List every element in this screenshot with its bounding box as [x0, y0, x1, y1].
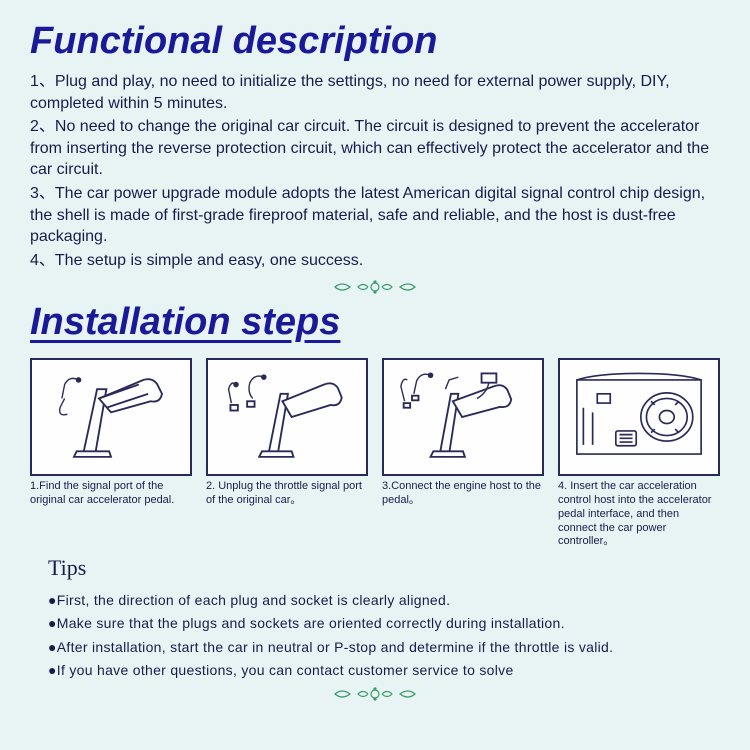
- step-caption: 4. Insert the car acceleration control h…: [558, 480, 720, 549]
- steps-row: 1.Find the signal port of the original c…: [30, 358, 720, 549]
- desc-item: 4、The setup is simple and easy, one succ…: [30, 250, 720, 272]
- desc-item: 2、No need to change the original car cir…: [30, 116, 720, 181]
- step-caption: 2. Unplug the throttle signal port of th…: [206, 480, 368, 508]
- step-2: 2. Unplug the throttle signal port of th…: [206, 358, 368, 549]
- tip-item: ●Make sure that the plugs and sockets ar…: [48, 612, 720, 634]
- ornament-divider-icon: [30, 277, 720, 297]
- functional-description-list: 1、Plug and play, no need to initialize t…: [30, 71, 720, 271]
- step-3: 3.Connect the engine host to the pedal。: [382, 358, 544, 549]
- step-illustration: [206, 358, 368, 476]
- tip-item: ●After installation, start the car in ne…: [48, 636, 720, 658]
- tip-item: ●If you have other questions, you can co…: [48, 659, 720, 681]
- desc-item: 1、Plug and play, no need to initialize t…: [30, 71, 720, 114]
- step-4: 4. Insert the car acceleration control h…: [558, 358, 720, 549]
- tip-item: ●First, the direction of each plug and s…: [48, 589, 720, 611]
- functional-description-heading: Functional description: [30, 20, 720, 63]
- step-illustration: [558, 358, 720, 476]
- installation-steps-heading: Installation steps: [30, 301, 720, 344]
- tips-list: ●First, the direction of each plug and s…: [48, 589, 720, 682]
- step-illustration: [30, 358, 192, 476]
- step-1: 1.Find the signal port of the original c…: [30, 358, 192, 549]
- step-caption: 1.Find the signal port of the original c…: [30, 480, 192, 508]
- ornament-divider-icon: [30, 684, 720, 704]
- tips-heading: Tips: [48, 555, 720, 581]
- step-caption: 3.Connect the engine host to the pedal。: [382, 480, 544, 508]
- desc-item: 3、The car power upgrade module adopts th…: [30, 183, 720, 248]
- step-illustration: [382, 358, 544, 476]
